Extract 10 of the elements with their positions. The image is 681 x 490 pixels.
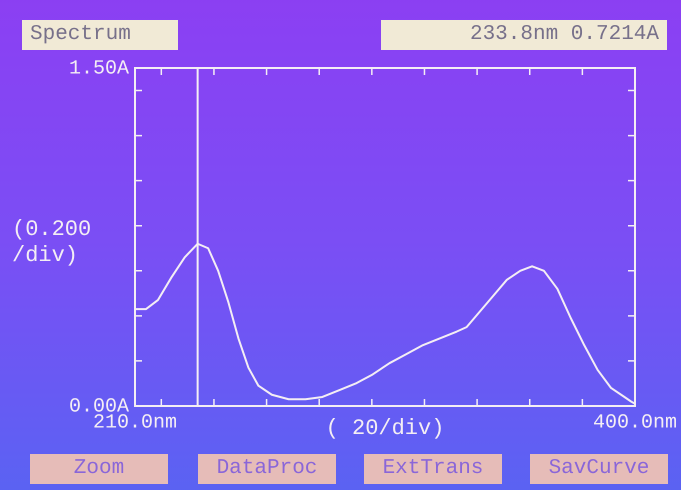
chart-title: Spectrum	[22, 20, 178, 50]
text: ExtTrans	[364, 454, 502, 484]
x-tick-label: 400.0nm	[592, 411, 677, 434]
y-tick-label: 1.50A	[68, 57, 129, 80]
text: Zoom	[30, 454, 168, 484]
x-axis-title: ( 20/div)	[326, 416, 444, 441]
text: DataProc	[198, 454, 336, 484]
text: SavCurve	[530, 454, 668, 484]
y-axis-title: (0.200 /div)	[12, 216, 92, 268]
text: 233.8nm 0.7214A	[381, 20, 667, 50]
